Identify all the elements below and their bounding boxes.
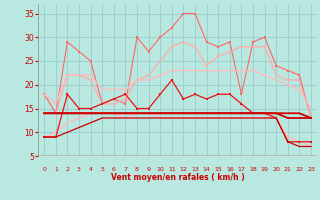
X-axis label: Vent moyen/en rafales ( km/h ): Vent moyen/en rafales ( km/h ) <box>111 174 244 182</box>
